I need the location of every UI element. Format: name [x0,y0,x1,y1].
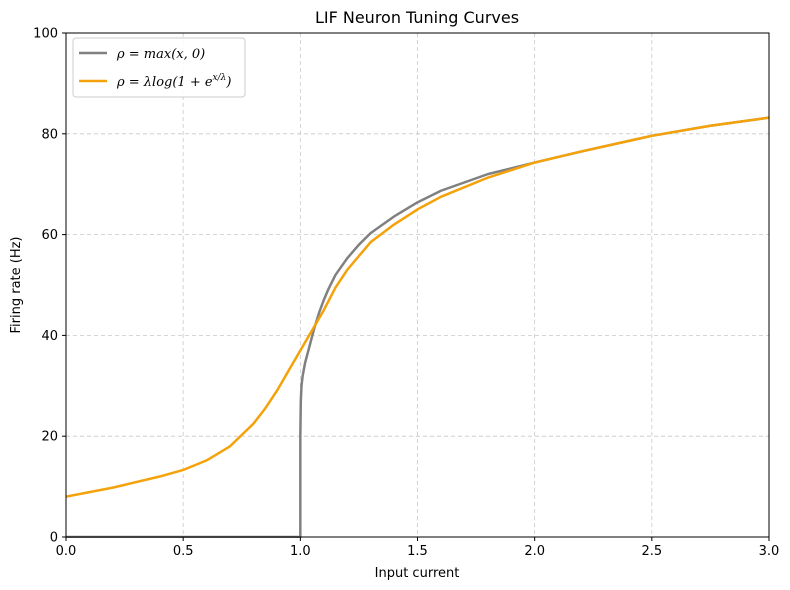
y-tick-label: 0 [50,531,58,546]
x-tick-label: 3.0 [759,544,780,559]
x-tick-label: 2.5 [641,544,662,559]
grid [65,32,770,538]
series-line-softplus [66,116,769,498]
y-axis-label: Firing rate (Hz) [9,236,24,333]
legend-label-max: ρ = max(x, 0) [116,47,205,62]
y-tick-label: 60 [41,228,58,243]
x-tick-label: 1.5 [407,544,428,559]
x-tick-label: 0.0 [56,544,77,559]
ticks: 0.0 0.5 1.0 1.5 2.0 2.5 3.0 0 20 40 60 80 100 [33,27,779,560]
y-tick-label: 20 [41,430,58,445]
y-tick-label: 80 [41,127,58,142]
y-tick-label: 40 [41,329,58,344]
x-tick-label: 2.0 [524,544,545,559]
legend-box [72,37,246,98]
x-tick-label: 0.5 [173,544,194,559]
chart-title: LIF Neuron Tuning Curves [315,8,519,27]
legend-label-softplus: ρ = λlog(1 + ex/λ) [116,73,231,90]
x-axis-label: Input current [375,566,460,581]
x-tick-label: 1.0 [290,544,311,559]
legend: ρ = max(x, 0) ρ = λlog(1 + ex/λ) [72,37,246,98]
y-tick-label: 100 [33,27,58,42]
series-layer [66,116,769,538]
